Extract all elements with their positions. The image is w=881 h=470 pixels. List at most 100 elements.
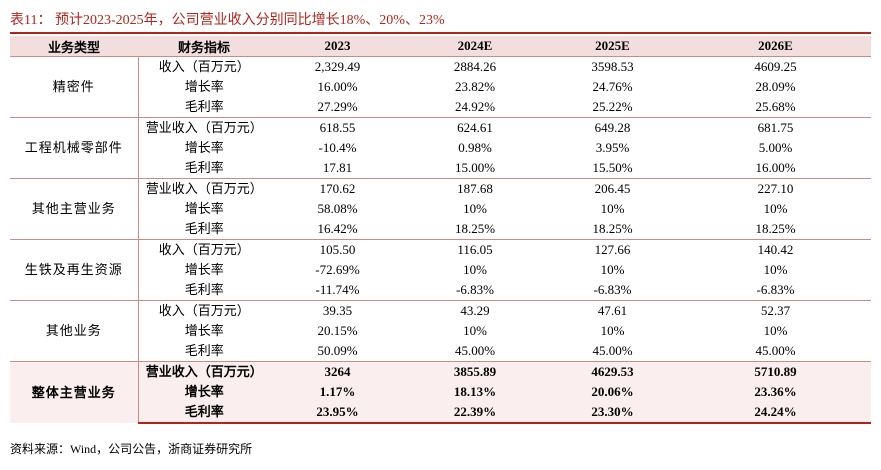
value-cell: -6.83% <box>593 282 632 297</box>
group-name: 生铁及再生资源 <box>10 239 139 301</box>
table-title: 表11： 预计2023-2025年，公司营业收入分别同比增长18%、20%、23… <box>10 10 871 34</box>
value-cell: 187.68 <box>405 178 545 199</box>
value-cell: 1.17% <box>270 382 405 402</box>
metric-cell: 毛利率 <box>184 99 224 114</box>
value-cell: 18.25% <box>454 221 496 236</box>
value-cell: 10% <box>600 262 625 277</box>
metric-cell: 毛利率 <box>138 402 270 424</box>
metric-cell: 毛利率 <box>184 221 224 236</box>
table-row: 增长率 20.15% 10% 10% 10% <box>10 321 871 341</box>
header-cell: 业务类型 <box>10 36 138 57</box>
value-cell: 15.50% <box>592 160 633 175</box>
group: 其他业务 收入（百万元） 39.35 43.29 47.61 52.37 增长率 20.15%… <box>10 300 871 362</box>
header-row: 业务类型 财务指标 2023 2024E 2025E 2026E <box>10 36 871 57</box>
value-cell: 27.29% <box>317 99 358 114</box>
header-cell: 财务指标 <box>138 36 270 57</box>
group: 精密件 收入（百万元） 2,329.49 2884.26 3598.53 4609.25 增… <box>10 56 871 118</box>
metric-cell: 收入（百万元） <box>138 239 270 260</box>
value-cell: 20.06% <box>545 382 680 402</box>
value-cell: 22.39% <box>405 402 545 424</box>
value-cell: 170.62 <box>270 178 405 199</box>
value-cell: 18.25% <box>592 221 633 236</box>
data-table: 业务类型 财务指标 2023 2024E 2025E 2026E 精密件 收入（百万元） 2,… <box>10 36 871 424</box>
value-cell: 52.37 <box>680 300 871 321</box>
metric-cell: 毛利率 <box>184 343 224 358</box>
value-cell: 3.95% <box>595 140 630 155</box>
value-cell: 105.50 <box>270 239 405 260</box>
table-row: 整体主营业务 营业收入（百万元） 3264 3855.89 4629.53 5710.89 <box>10 361 871 423</box>
value-cell: 649.28 <box>545 117 680 138</box>
value-cell: 10% <box>463 323 487 338</box>
table-row: 毛利率 27.29% 24.92% 25.22% 25.68% <box>10 97 871 118</box>
value-cell: 17.81 <box>322 160 353 175</box>
source-note: 资料来源：Wind，公司公告，浙商证券研究所 <box>10 442 253 456</box>
group-name: 工程机械零部件 <box>10 117 139 179</box>
table-row: 毛利率 50.09% 45.00% 45.00% 45.00% <box>10 341 871 362</box>
value-cell: 2,329.49 <box>270 56 405 77</box>
value-cell: 618.55 <box>270 117 405 138</box>
header-cell: 2024E <box>405 36 545 57</box>
value-cell: 23.95% <box>270 402 405 424</box>
value-cell: 2884.26 <box>405 56 545 77</box>
group: 其他主营业务 营业收入（百万元） 170.62 187.68 206.45 227.10 增… <box>10 178 871 240</box>
value-cell: -72.69% <box>315 262 360 277</box>
value-cell: 10% <box>763 323 788 338</box>
value-cell: 45.00% <box>454 343 496 358</box>
metric-cell: 营业收入（百万元） <box>138 361 270 382</box>
value-cell: 227.10 <box>680 178 871 199</box>
value-cell: 28.09% <box>755 79 796 94</box>
value-cell: 10% <box>600 323 625 338</box>
value-cell: 16.00% <box>317 79 358 94</box>
table-row: 增长率 16.00% 23.82% 24.76% 28.09% <box>10 77 871 97</box>
value-cell: 50.09% <box>317 343 358 358</box>
value-cell: 5710.89 <box>680 361 871 382</box>
value-cell: 18.13% <box>405 382 545 402</box>
table-row: 毛利率 17.81 15.00% 15.50% 16.00% <box>10 158 871 179</box>
value-cell: 24.92% <box>454 99 496 114</box>
value-cell: 3855.89 <box>405 361 545 382</box>
value-cell: 624.61 <box>405 117 545 138</box>
value-cell: 43.29 <box>405 300 545 321</box>
value-cell: 23.30% <box>545 402 680 424</box>
table-row: 工程机械零部件 营业收入（百万元） 618.55 624.61 649.28 681.75 <box>10 117 871 179</box>
group-name: 精密件 <box>10 56 139 118</box>
value-cell: 24.76% <box>592 79 633 94</box>
value-cell: 4609.25 <box>680 56 871 77</box>
value-cell: 15.00% <box>454 160 496 175</box>
metric-cell: 收入（百万元） <box>138 56 270 77</box>
table-row: 毛利率 16.42% 18.25% 18.25% 18.25% <box>10 219 871 240</box>
metric-cell: 营业收入（百万元） <box>138 117 270 138</box>
value-cell: -6.83% <box>456 282 494 297</box>
value-cell: 10% <box>463 262 487 277</box>
value-cell: 20.15% <box>317 323 358 338</box>
header-cell: 2026E <box>680 36 871 57</box>
value-cell: 206.45 <box>545 178 680 199</box>
table-row: 增长率 -10.4% 0.98% 3.95% 5.00% <box>10 138 871 158</box>
value-cell: 681.75 <box>680 117 871 138</box>
value-cell: 16.00% <box>755 160 796 175</box>
value-cell: 45.00% <box>592 343 633 358</box>
value-cell: 10% <box>463 201 487 216</box>
metric-cell: 增长率 <box>184 140 224 155</box>
group-name: 其他业务 <box>10 300 139 362</box>
table-row: 生铁及再生资源 收入（百万元） 105.50 116.05 127.66 140.42 <box>10 239 871 301</box>
value-cell: 0.98% <box>458 140 492 155</box>
group: 生铁及再生资源 收入（百万元） 105.50 116.05 127.66 140.42 增长… <box>10 239 871 301</box>
header-cell: 2025E <box>545 36 680 57</box>
value-cell: 16.42% <box>317 221 358 236</box>
metric-cell: 增长率 <box>184 201 224 216</box>
group: 工程机械零部件 营业收入（百万元） 618.55 624.61 649.28 681.75… <box>10 117 871 179</box>
value-cell: 23.36% <box>680 382 871 402</box>
value-cell: 47.61 <box>545 300 680 321</box>
metric-cell: 增长率 <box>138 382 270 402</box>
metric-cell: 营业收入（百万元） <box>138 178 270 199</box>
group-name: 整体主营业务 <box>10 361 139 423</box>
group: 整体主营业务 营业收入（百万元） 3264 3855.89 4629.53 5710.89… <box>10 361 871 424</box>
value-cell: -11.74% <box>315 282 360 297</box>
metric-cell: 毛利率 <box>184 282 224 297</box>
value-cell: 3264 <box>270 361 405 382</box>
table-row: 增长率 58.08% 10% 10% 10% <box>10 199 871 219</box>
value-cell: 25.22% <box>592 99 633 114</box>
group-name: 其他主营业务 <box>10 178 139 240</box>
